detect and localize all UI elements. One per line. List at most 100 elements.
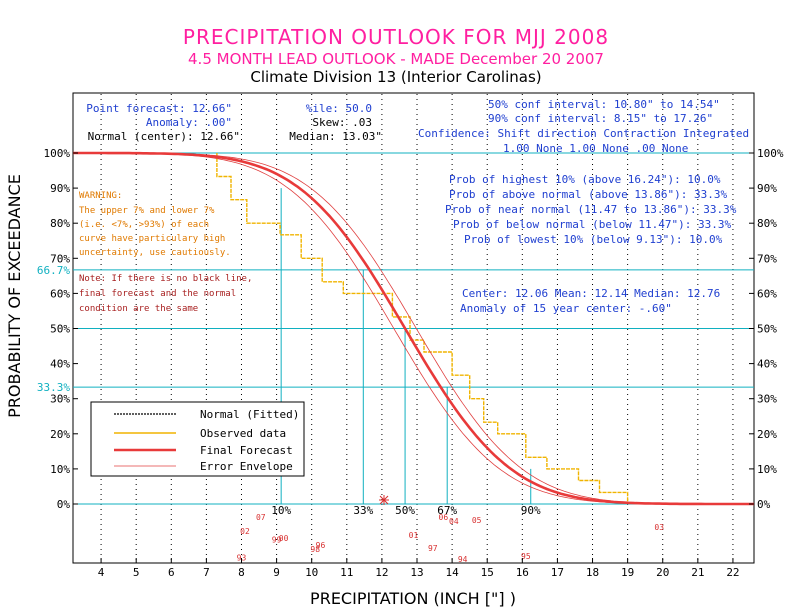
x-tick-label-9: 9 <box>273 566 280 579</box>
y-tick-label-left-80: 80% <box>50 217 70 230</box>
y-tick-label-left-20: 20% <box>50 428 70 441</box>
y-tick-label-right-90: 90% <box>757 182 777 195</box>
note-line-2: final forecast and the normal <box>79 289 236 299</box>
final-forecast-curve <box>73 151 754 506</box>
y-tick-label-right-0: 0% <box>757 498 771 511</box>
y-tick-label-right-10: 10% <box>757 463 777 476</box>
x-axis-title: PRECIPITATION (INCH ["] ) <box>310 589 516 608</box>
x-tick-label-11: 11 <box>340 566 353 579</box>
percentile-label-10%: 10% <box>271 504 291 517</box>
year-label-96: 96 <box>316 541 326 550</box>
x-tick-label-20: 20 <box>656 566 669 579</box>
y-tick-label-right-20: 20% <box>757 428 777 441</box>
year-label-02: 02 <box>240 527 250 536</box>
warning-line-4: curve have particulary high <box>79 234 225 244</box>
curves-layer <box>73 151 754 506</box>
note-line-1: Note: If there is no black line, <box>79 274 252 284</box>
x-tick-label-16: 16 <box>516 566 529 579</box>
y-tick-label-right-70: 70% <box>757 252 777 265</box>
observed-data-line <box>216 153 629 503</box>
y-tick-label-left-10: 10% <box>50 463 70 476</box>
y-tick-label-right-100: 100% <box>757 147 784 160</box>
y-tick-label-left-40: 40% <box>50 358 70 371</box>
y-tick-label-left-50: 50% <box>50 323 70 336</box>
center-stats: Center: 12.06 Mean: 12.14 Median: 12.76 <box>462 287 720 300</box>
legend-forecast-label: Final Forecast <box>200 444 293 457</box>
ticks-layer: 4 5 6 7 8 9 10 11 12 13 14 15 16 17 18 19 20 21 22 0% 0% 10% 1… <box>37 147 784 579</box>
prob-above-normal: Prob of above normal (above 13.86"): 33.… <box>449 188 728 201</box>
conf-interval-50: 50% conf interval: 10.80" to 14.54" <box>488 98 720 111</box>
x-tick-label-10: 10 <box>305 566 318 579</box>
percentile-label-67%: 67% <box>437 504 457 517</box>
skew-value: Skew: .03 <box>312 116 372 129</box>
y-tick-label-right-30: 30% <box>757 393 777 406</box>
prob-below-normal: Prob of below normal (below 11.47"): 33.… <box>453 218 732 231</box>
x-tick-label-14: 14 <box>445 566 459 579</box>
center-marker <box>379 495 390 505</box>
x-tick-label-19: 19 <box>621 566 634 579</box>
year-label-04: 04 <box>449 517 459 526</box>
conf-interval-90: 90% conf interval: 8.15" to 17.26" <box>488 112 713 125</box>
year-label-97: 97 <box>428 544 438 553</box>
y-axis-title: PROBABILITY OF EXCEEDANCE <box>5 174 24 418</box>
percentile-label-50%: 50% <box>395 504 415 517</box>
year-label-07: 07 <box>256 513 266 522</box>
x-tick-label-8: 8 <box>238 566 245 579</box>
x-tick-label-13: 13 <box>410 566 423 579</box>
x-tick-label-21: 21 <box>691 566 704 579</box>
special-label-66.7%: 66.7% <box>37 264 70 277</box>
legend-observed-label: Observed data <box>200 427 286 440</box>
percentile-label-90%: 90% <box>521 504 541 517</box>
anomaly-value: Anomaly: .00" <box>146 116 232 129</box>
x-tick-label-17: 17 <box>551 566 564 579</box>
chart-subtitle: 4.5 MONTH LEAD OUTLOOK - MADE December 2… <box>188 50 604 68</box>
y-tick-label-left-30: 30% <box>50 393 70 406</box>
grid-layer <box>73 94 754 562</box>
warning-line-1: WARNING: <box>79 191 122 201</box>
prob-highest-10: Prob of highest 10% (above 16.24"): 10.0… <box>449 173 721 186</box>
note-line-3: condition are the same <box>79 304 198 314</box>
x-tick-label-6: 6 <box>168 566 175 579</box>
year-label-01: 01 <box>409 531 419 540</box>
x-tick-label-12: 12 <box>375 566 388 579</box>
year-label-99: 99 <box>272 535 282 544</box>
normal-center: Normal (center): 12.66" <box>88 130 240 143</box>
percentile-label-33%: 33% <box>353 504 373 517</box>
year-label-05: 05 <box>472 516 482 525</box>
x-tick-label-4: 4 <box>98 566 105 579</box>
y-tick-label-left-100: 100% <box>44 147 71 160</box>
x-tick-label-22: 22 <box>726 566 739 579</box>
point-forecast: Point forecast: 12.66" <box>86 102 232 115</box>
y-tick-label-left-60: 60% <box>50 287 70 300</box>
y-tick-label-right-60: 60% <box>757 287 777 300</box>
median-value: Median: 13.03" <box>289 130 382 143</box>
x-tick-label-7: 7 <box>203 566 210 579</box>
special-label-33.3%: 33.3% <box>37 381 70 394</box>
percentile-value: %ile: 50.0 <box>306 102 372 115</box>
prob-lowest-10: Prob of lowest 10% (below 9.13"): 10.0% <box>464 233 723 246</box>
x-tick-label-18: 18 <box>586 566 599 579</box>
legend-normal-label: Normal (Fitted) <box>200 408 299 421</box>
y-tick-label-right-80: 80% <box>757 217 777 230</box>
y-tick-label-right-40: 40% <box>757 358 777 371</box>
year-label-95: 95 <box>521 552 531 561</box>
center-anomaly: Anomaly of 15 year center: -.60" <box>460 302 672 315</box>
chart-title: PRECIPITATION OUTLOOK FOR MJJ 2008 <box>183 25 609 49</box>
prob-near-normal: Prob of near normal (11.47 to 13.86"): 3… <box>445 203 737 216</box>
climate-division: Climate Division 13 (Interior Carolinas) <box>250 68 541 86</box>
warning-line-2: The upper 7% and lower 7% <box>79 206 215 216</box>
confidence-values: 1.00 None 1.00 None .00 None <box>503 142 688 155</box>
year-label-06: 06 <box>439 513 449 522</box>
legend: Normal (Fitted) Observed data Final Fore… <box>90 401 305 477</box>
y-tick-label-left-90: 90% <box>50 182 70 195</box>
year-label-94: 94 <box>458 555 468 564</box>
year-label-03: 03 <box>654 523 664 532</box>
warning-line-5: uncertainty, use cautiously. <box>79 248 231 258</box>
y-tick-label-right-50: 50% <box>757 323 777 336</box>
y-tick-label-left-70: 70% <box>50 252 70 265</box>
year-label-98: 98 <box>310 545 320 554</box>
warning-line-3: (i.e. <7%, >93%) of each <box>79 220 209 230</box>
x-tick-label-15: 15 <box>481 566 494 579</box>
y-tick-label-left-0: 0% <box>57 498 71 511</box>
